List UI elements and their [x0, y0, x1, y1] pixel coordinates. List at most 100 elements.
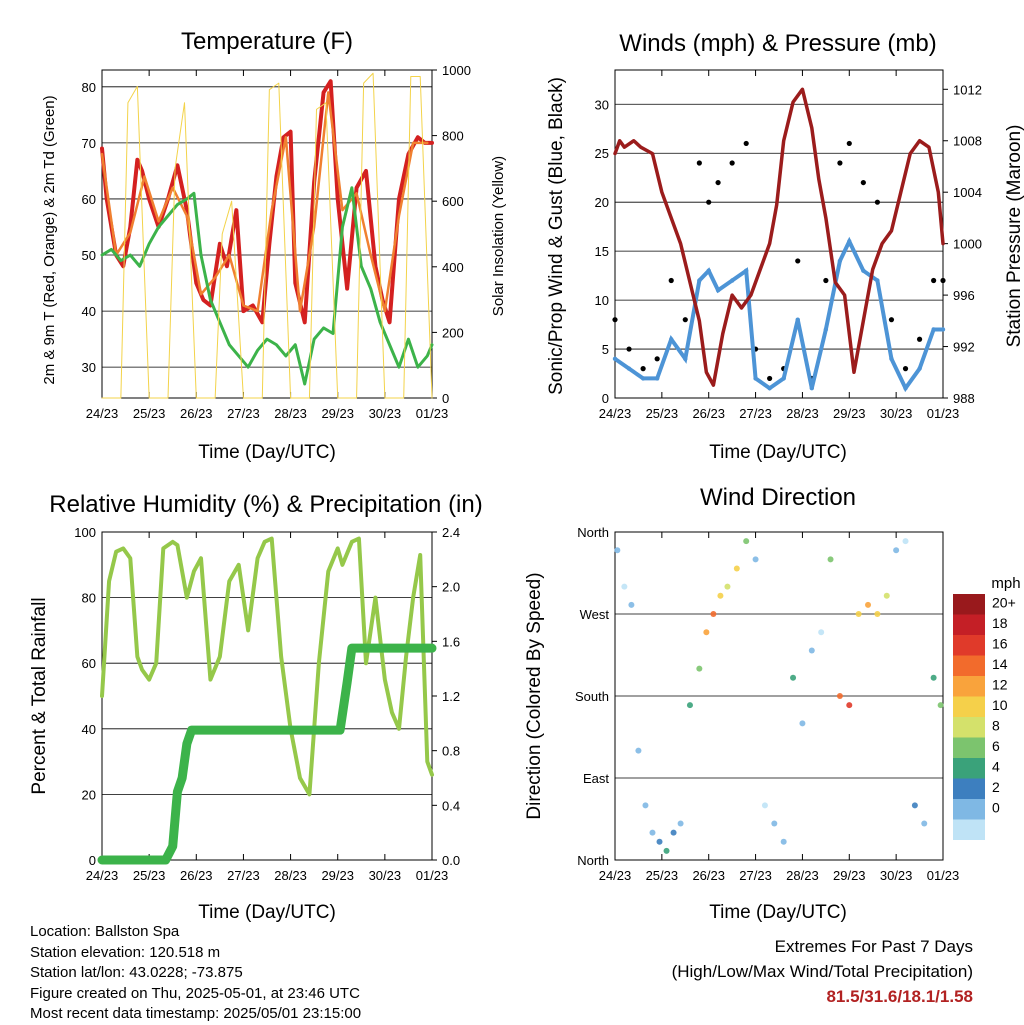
- colorbar-swatch: [953, 737, 985, 758]
- direction-point: [874, 611, 881, 617]
- winds-xtick-label: 28/23: [786, 406, 819, 421]
- direction-point: [761, 802, 768, 809]
- wind-point: [669, 337, 674, 342]
- direction-xtick-label: 29/23: [833, 868, 866, 883]
- temperature-ytick-label: 30: [82, 360, 96, 375]
- extremes-block: Extremes For Past 7 Days (High/Low/Max W…: [672, 934, 973, 1009]
- direction-point: [703, 629, 710, 636]
- wind-point: [917, 366, 922, 371]
- wind-point: [767, 386, 772, 391]
- gust-point: [874, 199, 881, 205]
- direction-point: [710, 611, 717, 617]
- humidity-y2tick-label: 0.8: [442, 744, 460, 759]
- gust-point: [612, 317, 618, 323]
- temperature-ytick-label: 70: [82, 136, 96, 151]
- temperature-ytick-label: 50: [82, 248, 96, 263]
- humidity-y2tick-label: 1.2: [442, 689, 460, 704]
- humidity-y2tick-label: 2.0: [442, 580, 460, 595]
- humidity-xtick-label: 26/23: [180, 868, 213, 883]
- direction-xtick-label: 25/23: [646, 868, 679, 883]
- direction-point: [818, 629, 825, 636]
- direction-xtick-label: 01/23: [927, 868, 960, 883]
- temperature-y2tick-label: 200: [442, 325, 464, 340]
- direction-point: [614, 547, 621, 554]
- direction-point: [883, 592, 890, 599]
- wind-point: [640, 376, 646, 381]
- humidity-ytick-label: 100: [74, 525, 96, 540]
- gust-point: [902, 366, 909, 372]
- direction-point: [628, 601, 635, 608]
- humidity-xlabel: Time (Day/UTC): [198, 902, 336, 923]
- direction-xlabel: Time (Day/UTC): [709, 902, 847, 923]
- wind-point: [931, 327, 936, 332]
- direction-point: [799, 720, 806, 727]
- colorbar-title: mph: [991, 575, 1020, 592]
- gust-point: [795, 258, 801, 264]
- gust-point: [696, 160, 702, 166]
- wind-point: [729, 278, 735, 283]
- direction-ytick-label: North: [577, 525, 609, 540]
- wind-point: [861, 268, 866, 273]
- temperature-xtick-label: 29/23: [321, 406, 354, 421]
- direction-point: [717, 592, 724, 599]
- wind-point: [837, 258, 843, 264]
- direction-point: [827, 556, 834, 563]
- location-text: Location: Ballston Spa: [30, 923, 180, 940]
- winds-panel: Winds (mph) & Pressure (mb) Time (Day/UT…: [546, 30, 1024, 463]
- wind-point: [940, 327, 946, 332]
- direction-point: [790, 674, 797, 681]
- winds-ytick-label: 25: [595, 146, 609, 161]
- winds-ytick-label: 20: [595, 195, 609, 210]
- direction-point: [635, 747, 642, 754]
- temperature-y2tick-label: 400: [442, 260, 464, 275]
- direction-point: [911, 802, 918, 809]
- wind-point: [612, 356, 618, 362]
- colorbar-swatch: [953, 614, 985, 635]
- gust-point: [640, 366, 646, 372]
- humidity-y2tick-label: 0.4: [442, 798, 460, 813]
- winds-y2tick-label: 1008: [953, 134, 982, 149]
- direction-xtick-label: 26/23: [692, 868, 725, 883]
- direction-point: [696, 665, 703, 672]
- gust-point: [940, 277, 946, 284]
- humidity-ytick-label: 40: [82, 722, 96, 737]
- temperature-xtick-label: 27/23: [227, 406, 260, 421]
- colorbar-swatch: [953, 594, 985, 615]
- direction-ylabel-left: Direction (Colored By Speed): [524, 572, 545, 819]
- 2m-td-line: [100, 186, 434, 386]
- direction-point: [937, 702, 944, 709]
- wind-point: [847, 239, 852, 244]
- colorbar-swatch: [953, 717, 985, 738]
- direction-point: [752, 556, 759, 563]
- winds-y2tick-label: 1012: [953, 82, 982, 97]
- wind-point: [753, 376, 758, 381]
- humidity-ytick-label: 0: [89, 853, 96, 868]
- temperature-xtick-label: 24/23: [86, 406, 119, 421]
- humidity-ytick-label: 60: [82, 656, 96, 671]
- colorbar-label: 0: [992, 800, 1000, 816]
- direction-point: [642, 802, 649, 809]
- direction-point: [686, 702, 693, 709]
- gust-point: [767, 375, 773, 382]
- direction-title: Wind Direction: [700, 484, 856, 511]
- humidity-ytick-label: 80: [82, 591, 96, 606]
- temperature-xlabel: Time (Day/UTC): [198, 442, 336, 463]
- colorbar-swatch: [953, 778, 985, 799]
- winds-y2tick-label: 1004: [953, 185, 982, 200]
- colorbar-label: 16: [992, 636, 1008, 652]
- temperature-xtick-label: 01/23: [416, 406, 449, 421]
- direction-xtick-label: 30/23: [880, 868, 913, 883]
- colorbar-label: 12: [992, 677, 1008, 693]
- temperature-ylabel-right: Solar Insolation (Yellow): [490, 156, 507, 316]
- humidity-xtick-label: 25/23: [133, 868, 166, 883]
- temperature-panel: Temperature (F) Time (Day/UTC) 2m & 9m T…: [41, 28, 507, 463]
- colorbar-swatch: [953, 819, 985, 840]
- winds-xtick-label: 29/23: [833, 406, 866, 421]
- winds-ytick-label: 10: [595, 293, 609, 308]
- temperature-title: Temperature (F): [181, 28, 353, 55]
- speed-colorbar: 20+ 18 16 14 12 10 8 6 4 2 0: [953, 594, 1016, 840]
- humidity-xtick-label: 01/23: [416, 868, 449, 883]
- direction-ytick-label: East: [583, 771, 609, 786]
- wind-point: [715, 288, 721, 293]
